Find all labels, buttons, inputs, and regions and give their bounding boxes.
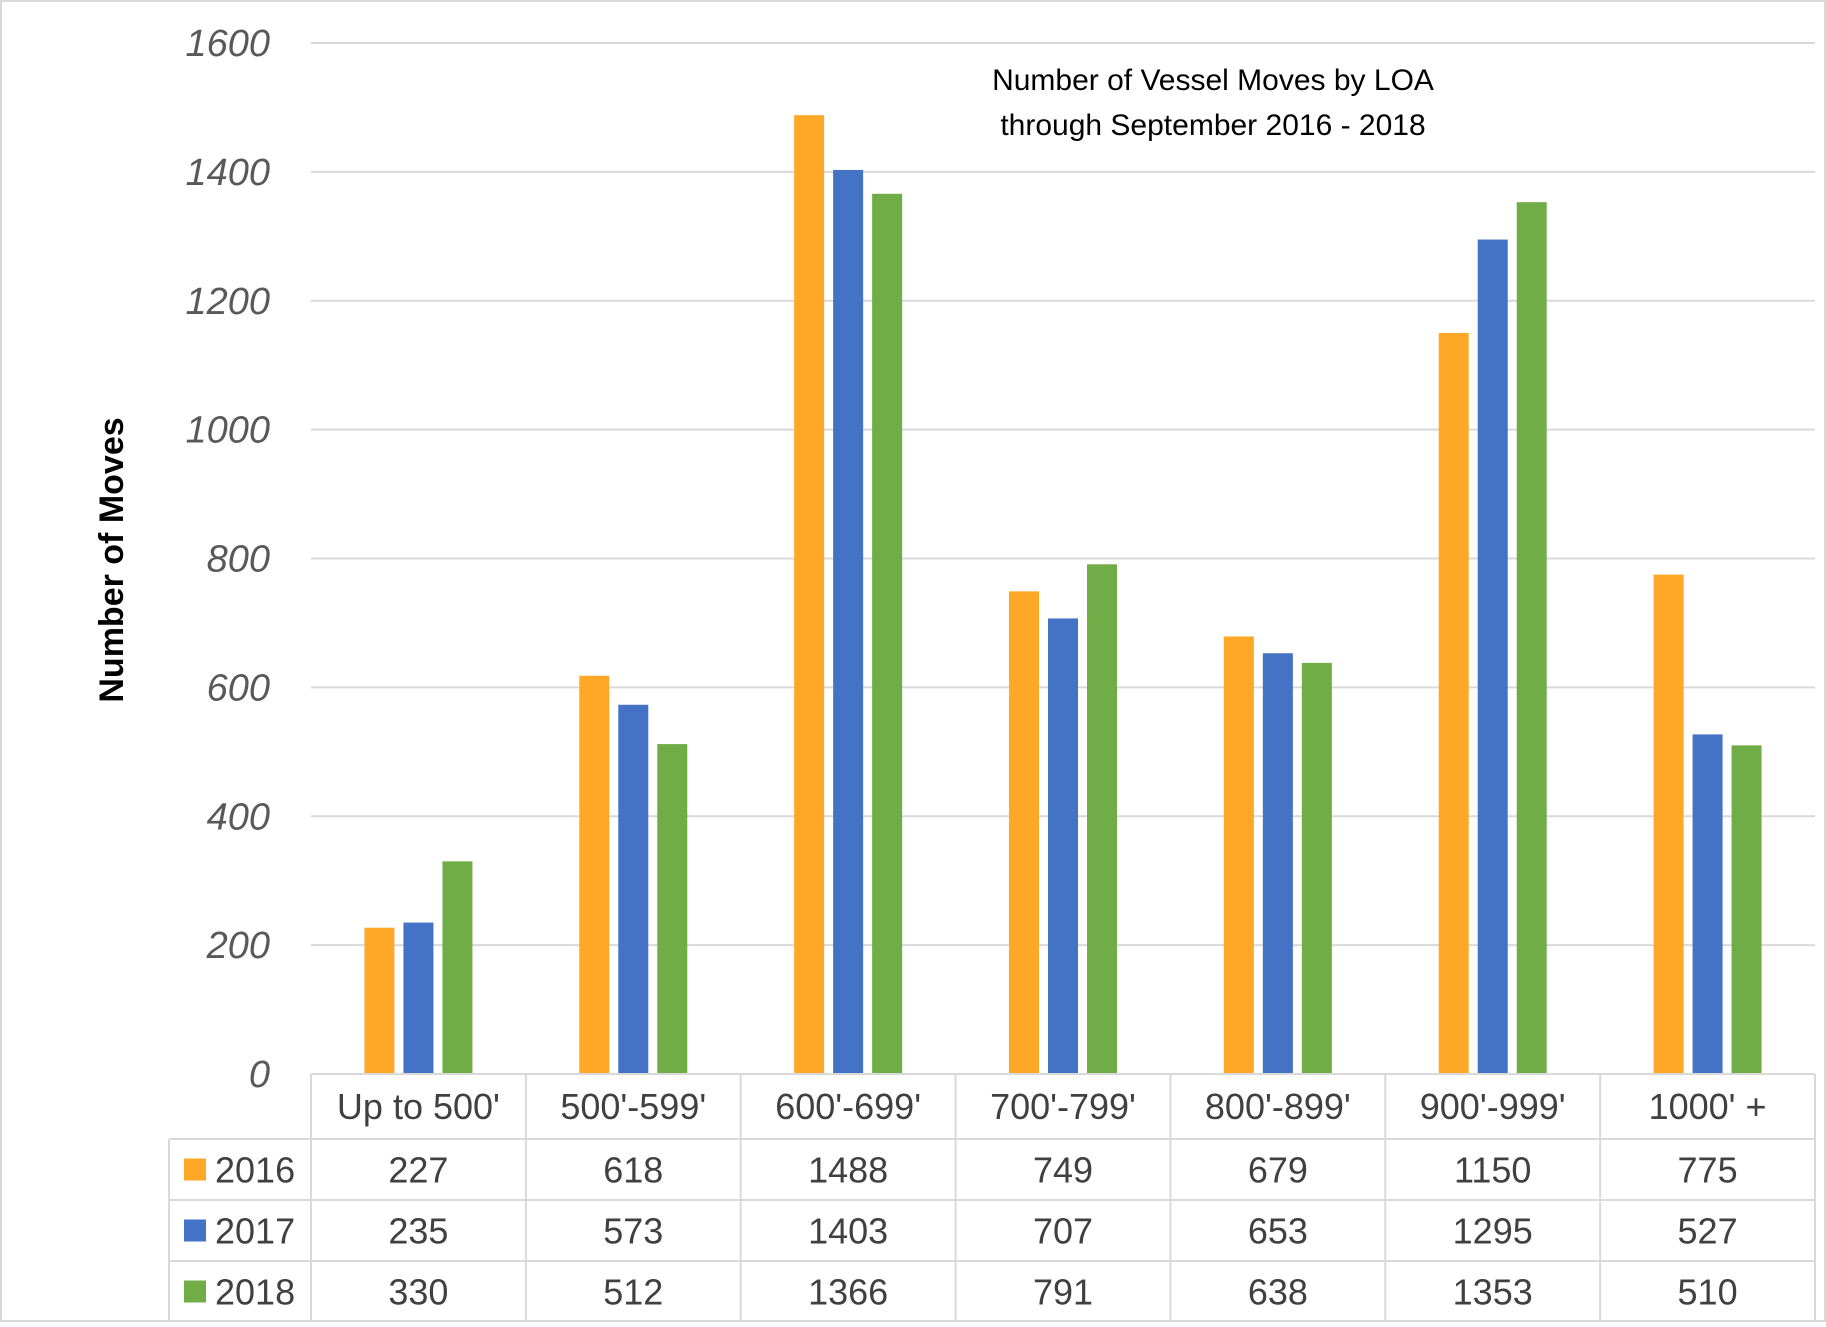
bar-2016 (1223, 636, 1254, 1074)
data-table-cell: 618 (603, 1150, 663, 1191)
bar-2018 (872, 193, 903, 1074)
bar-2016 (1653, 574, 1684, 1074)
bar-2018 (1731, 745, 1762, 1074)
category-label: 900'-999' (1420, 1086, 1566, 1127)
series-name: 2017 (215, 1211, 295, 1252)
data-table-cell: 791 (1033, 1272, 1093, 1313)
data-table-cell: 1366 (808, 1272, 888, 1313)
data-table-cell: 653 (1248, 1211, 1308, 1252)
chart-title-line-2: through September 2016 - 2018 (1000, 109, 1425, 142)
bar-2017 (1477, 239, 1508, 1075)
bars (364, 115, 1762, 1075)
data-table-cell: 330 (388, 1272, 448, 1313)
y-tick-label: 1200 (185, 281, 270, 323)
y-tick-label: 600 (207, 667, 270, 709)
data-table-cell: 1353 (1453, 1272, 1533, 1313)
chart-title-line-1: Number of Vessel Moves by LOA (992, 64, 1434, 97)
data-table-cell: 227 (388, 1150, 448, 1191)
bar-2016 (794, 115, 825, 1075)
data-table-cell: 707 (1033, 1211, 1093, 1252)
category-label: 800'-899' (1205, 1086, 1351, 1127)
y-tick-label: 800 (207, 539, 270, 581)
category-label: 600'-699' (775, 1086, 921, 1127)
bar-2016 (1009, 591, 1039, 1074)
y-tick-label: 200 (206, 925, 270, 967)
data-table-cell: 1488 (808, 1150, 888, 1191)
bar-2016 (1438, 332, 1469, 1074)
bar-2016 (364, 927, 395, 1074)
y-axis-label: Number of Moves (93, 417, 131, 702)
data-table-cell: 1150 (1454, 1150, 1531, 1191)
y-axis-ticks: 0 200 400 600 800 1000 1200 1400 1600 (185, 23, 270, 1096)
data-table-cell: 527 (1678, 1211, 1738, 1252)
bar-2016 (579, 675, 610, 1074)
series-name: 2018 (215, 1272, 295, 1313)
y-tick-label: 1000 (185, 410, 270, 452)
legend-key-2018 (184, 1280, 206, 1303)
data-table: Up to 500' 500'-599' 600'-699' 700'-799' 800… (168, 1073, 1816, 1322)
legend-key-2017 (184, 1219, 206, 1242)
y-tick-label: 1400 (185, 152, 270, 194)
data-table-cell: 1403 (808, 1211, 888, 1252)
data-table-cell: 510 (1678, 1272, 1738, 1313)
data-table-cell: 679 (1248, 1150, 1308, 1191)
data-table-cell: 1295 (1453, 1211, 1533, 1252)
data-table-cell: 235 (388, 1211, 448, 1252)
y-tick-label: 400 (207, 796, 270, 838)
bar-2017 (1048, 618, 1078, 1074)
bar-2018 (442, 861, 473, 1074)
data-table-cell: 749 (1033, 1150, 1093, 1191)
data-table-cell: 512 (603, 1272, 663, 1313)
bar-2017 (1692, 734, 1723, 1074)
bar-2018 (1087, 564, 1117, 1074)
gridlines (311, 42, 1815, 947)
bar-2017 (1262, 653, 1293, 1074)
bar-2018 (1301, 662, 1332, 1074)
legend-key-2016 (184, 1158, 206, 1181)
bar-2018 (657, 744, 688, 1074)
data-table-cell: 638 (1248, 1272, 1308, 1313)
series-name: 2016 (215, 1150, 295, 1191)
category-label: 1000' + (1649, 1086, 1767, 1127)
y-tick-label: 1600 (185, 23, 270, 65)
data-table-cell: 573 (603, 1211, 663, 1252)
bar-2017 (833, 169, 864, 1074)
category-label: 500'-599' (560, 1086, 706, 1127)
category-label: Up to 500' (337, 1086, 500, 1127)
category-label: 700'-799' (990, 1086, 1136, 1127)
data-table-cell: 775 (1678, 1150, 1738, 1191)
bar-2017 (618, 704, 649, 1074)
bar-2017 (403, 922, 434, 1074)
y-tick-label: 0 (249, 1054, 270, 1096)
bar-2018 (1516, 202, 1547, 1074)
